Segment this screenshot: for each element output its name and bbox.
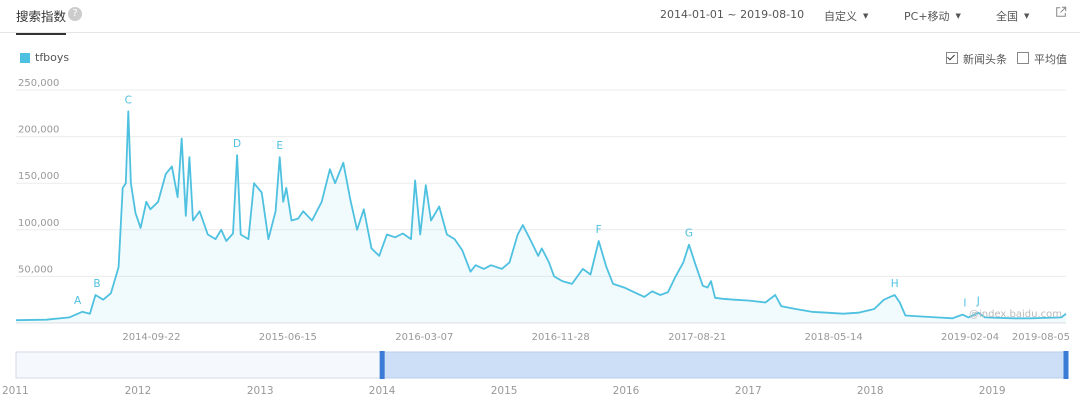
y-tick-label: 250,000 bbox=[18, 78, 59, 89]
navigator-year-label: 2018 bbox=[857, 385, 884, 397]
watermark-text: @index.baidu.com bbox=[969, 309, 1062, 320]
x-tick-label: 2017-08-21 bbox=[668, 332, 726, 343]
navigator-year-label: 2017 bbox=[735, 385, 762, 397]
navigator-year-label: 2011 bbox=[2, 385, 29, 397]
custom-range-dropdown[interactable]: 自定义 ▼ bbox=[824, 8, 868, 24]
region-dropdown[interactable]: 全国 ▼ bbox=[996, 8, 1029, 24]
page-title: 搜索指数 bbox=[16, 6, 67, 35]
x-tick-label: 2019-08-05 bbox=[1012, 332, 1070, 343]
news-annotation-d: D bbox=[233, 138, 241, 150]
news-annotation-e: E bbox=[276, 140, 283, 152]
average-checkbox-label: 平均值 bbox=[1034, 53, 1067, 66]
legend-swatch bbox=[20, 53, 30, 63]
external-link-icon[interactable] bbox=[1055, 6, 1067, 18]
help-icon[interactable]: ? bbox=[68, 7, 82, 21]
navigator-year-label: 2015 bbox=[491, 385, 518, 397]
region-label: 全国 bbox=[996, 10, 1018, 23]
navigator-year-label: 2013 bbox=[247, 385, 274, 397]
series-area-tfboys bbox=[16, 111, 1066, 324]
chevron-down-icon: ▼ bbox=[1024, 12, 1030, 20]
news-checkbox[interactable]: 新闻头条 bbox=[946, 51, 1007, 67]
checkbox-unchecked-icon bbox=[1017, 52, 1029, 64]
navigator-year-label: 2012 bbox=[125, 385, 152, 397]
y-tick-label: 200,000 bbox=[18, 125, 59, 136]
checkbox-checked-icon bbox=[946, 52, 958, 64]
y-tick-label: 100,000 bbox=[18, 218, 59, 229]
custom-range-label: 自定义 bbox=[824, 10, 857, 23]
x-tick-label: 2019-02-04 bbox=[941, 332, 999, 343]
news-annotation-c: C bbox=[125, 94, 132, 106]
device-dropdown[interactable]: PC+移动 ▼ bbox=[904, 8, 961, 24]
navigator-handle-left[interactable] bbox=[379, 351, 385, 379]
y-tick-label: 150,000 bbox=[18, 171, 59, 182]
news-annotation-b: B bbox=[93, 278, 100, 290]
legend-series-label[interactable]: tfboys bbox=[35, 51, 70, 64]
navigator-year-label: 2014 bbox=[369, 385, 396, 397]
chevron-down-icon: ▼ bbox=[955, 12, 961, 20]
navigator-year-label: 2019 bbox=[979, 385, 1006, 397]
chevron-down-icon: ▼ bbox=[863, 12, 869, 20]
news-annotation-a: A bbox=[74, 295, 82, 307]
x-tick-label: 2016-11-28 bbox=[532, 332, 590, 343]
news-annotation-i: I bbox=[963, 298, 966, 310]
y-tick-label: 50,000 bbox=[18, 264, 53, 275]
average-checkbox[interactable]: 平均值 bbox=[1017, 51, 1067, 67]
x-tick-label: 2015-06-15 bbox=[259, 332, 317, 343]
news-annotation-f: F bbox=[596, 224, 602, 236]
navigator-selection[interactable] bbox=[381, 351, 1067, 379]
date-range-display[interactable]: 2014-01-01 ~ 2019-08-10 bbox=[660, 8, 805, 21]
header-bar: 搜索指数 ? 2014-01-01 ~ 2019-08-10 自定义 ▼ PC+移… bbox=[0, 0, 1080, 35]
news-annotation-h: H bbox=[891, 278, 899, 290]
device-label: PC+移动 bbox=[904, 10, 950, 23]
news-annotation-j: J bbox=[976, 296, 980, 308]
news-annotation-g: G bbox=[685, 228, 693, 240]
x-tick-label: 2014-09-22 bbox=[122, 332, 180, 343]
news-checkbox-label: 新闻头条 bbox=[963, 53, 1007, 66]
series-line-tfboys bbox=[15, 110, 1067, 322]
navigator-handle-right[interactable] bbox=[1063, 351, 1069, 379]
navigator-year-label: 2016 bbox=[613, 385, 640, 397]
x-tick-label: 2018-05-14 bbox=[805, 332, 863, 343]
x-tick-label: 2016-03-07 bbox=[395, 332, 453, 343]
